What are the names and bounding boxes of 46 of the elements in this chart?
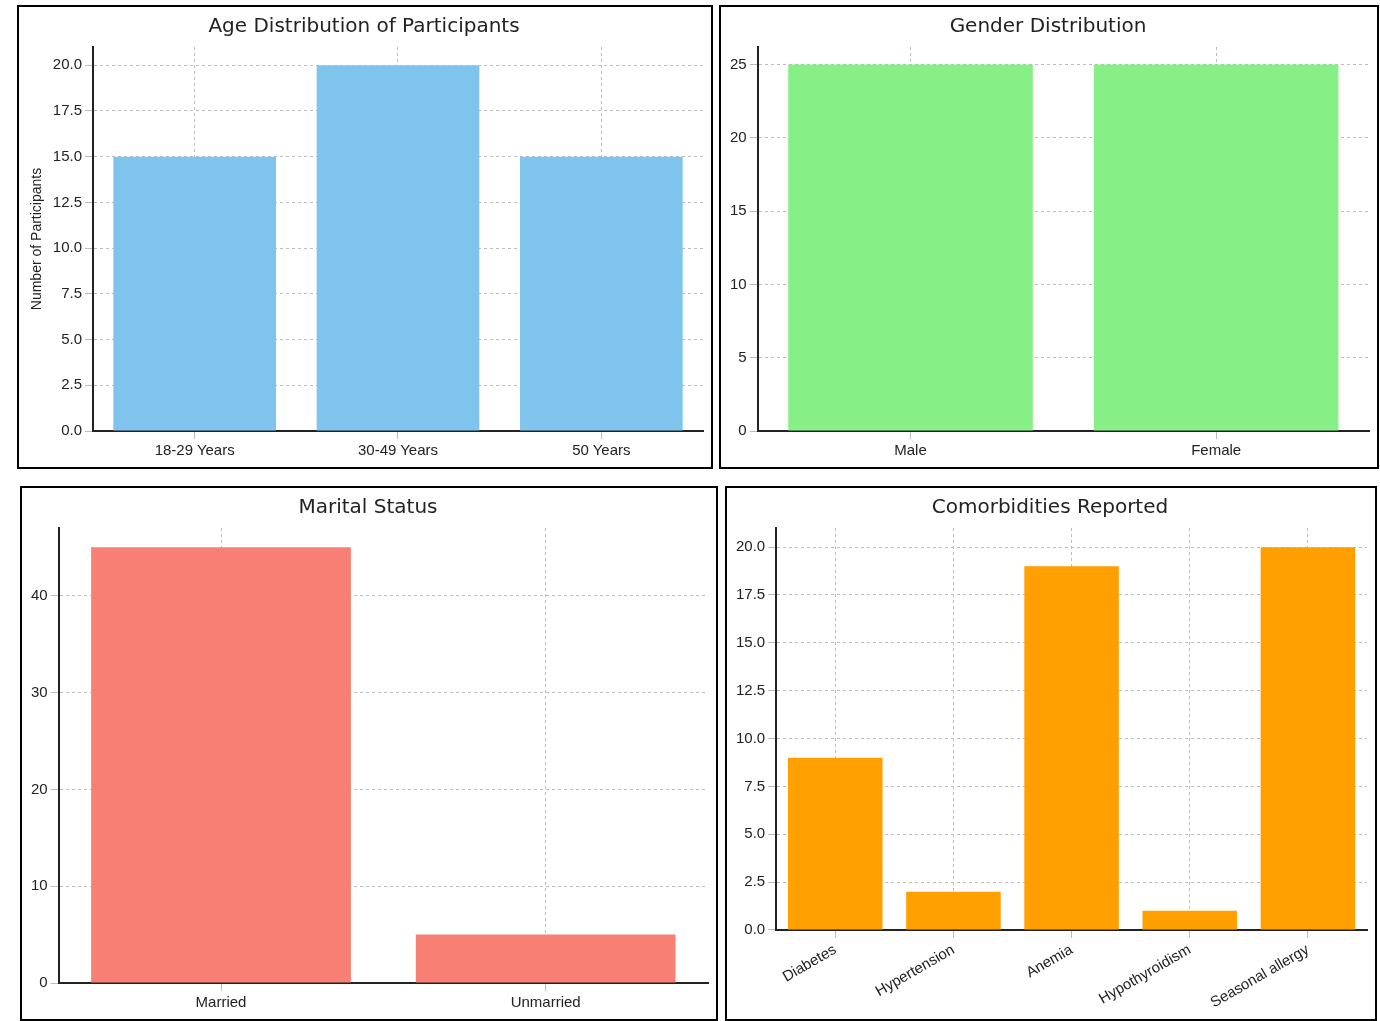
y-tick-label: 0 [738,421,747,439]
y-tick-label: 20.0 [52,55,82,73]
bar [1024,566,1119,930]
x-tick-label: Female [1191,441,1242,459]
y-tick-label: 10.0 [735,728,766,746]
y-tick-label: 5 [738,347,747,365]
y-tick-label: 10 [730,274,747,292]
y-tick-label: 10.0 [52,238,82,256]
y-tick-label: 7.5 [61,284,82,301]
bar [906,891,1001,930]
bar [788,757,883,930]
x-tick-label: Unmarried [510,993,581,1011]
chart-title: Age Distribution of Participants [208,13,520,38]
chart-title: Marital Status [298,494,438,519]
bar [1142,910,1238,930]
y-tick-label: 17.5 [52,101,82,119]
y-tick-label: 12.5 [52,192,82,210]
y-tick-label: 25 [730,54,747,72]
y-tick-label: 15.0 [735,632,766,650]
y-tick-label: 17.5 [735,585,766,603]
y-tick-label: 0 [39,973,48,991]
y-tick-label: 15.0 [52,146,82,164]
y-tick-label: 40 [31,585,48,603]
x-tick-label: Married [195,993,247,1011]
x-tick-label: Male [894,441,927,459]
y-tick-label: 5.0 [61,329,82,347]
y-tick-label: 2.5 [61,375,82,393]
y-tick-label: 10 [31,876,48,894]
y-tick-label: 20 [730,128,747,146]
y-tick-label: 30 [31,682,48,700]
x-tick-label: 30-49 Years [357,441,439,459]
x-tick-label: 50 Years [572,441,631,459]
bar [1260,547,1356,930]
y-tick-label: 0.0 [744,920,766,938]
y-tick-label: 20 [31,779,48,797]
y-tick-label: 0.0 [61,421,82,439]
y-tick-label: 15 [730,201,747,219]
y-axis-title: Number of Participants [28,167,45,311]
chart-title: Gender Distribution [949,13,1147,38]
y-tick-label: 5.0 [744,824,766,842]
y-tick-label: 7.5 [744,776,766,794]
y-tick-label: 20.0 [735,537,766,555]
y-tick-label: 12.5 [735,680,766,698]
y-tick-label: 2.5 [744,872,766,890]
x-tick-label: 18-29 Years [154,441,235,459]
chart-title: Comorbidities Reported [931,494,1169,519]
